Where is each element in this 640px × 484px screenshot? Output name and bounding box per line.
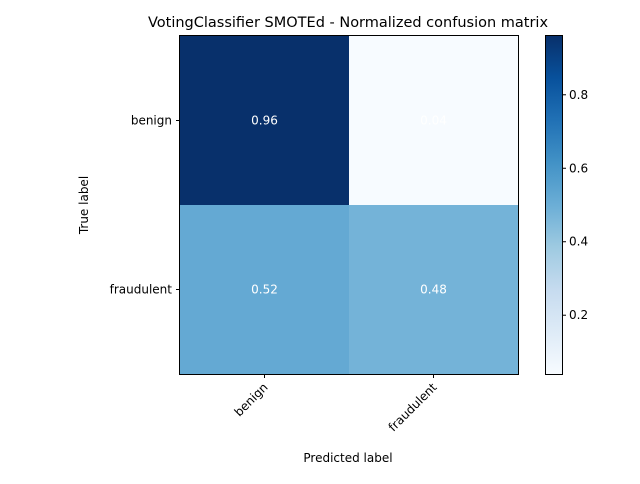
chart-title: VotingClassifier SMOTEd - Normalized con… <box>148 15 548 31</box>
colorbar-frame <box>545 35 563 375</box>
x-axis-ticks: benign fraudulent <box>232 374 440 434</box>
heatmap-cell <box>349 36 518 205</box>
colorbar-tick-label: 0.4 <box>569 235 588 249</box>
colorbar-tick-label: 0.6 <box>569 161 588 175</box>
x-axis-label: Predicted label <box>303 451 392 465</box>
colorbar-tick-label: 0.2 <box>569 308 588 322</box>
y-tick-label: fraudulent <box>110 283 173 297</box>
colorbar-tick-label: 0.8 <box>569 88 588 102</box>
heatmap-cell <box>180 36 349 205</box>
cell-value-label: 0.52 <box>251 283 278 297</box>
y-tick-label: benign <box>131 114 172 128</box>
heatmap-cell-labels: 0.96 0.04 0.52 0.48 <box>251 114 447 297</box>
cell-value-label: 0.48 <box>420 283 447 297</box>
heatmap-cell <box>349 205 518 374</box>
x-tick-label: benign <box>232 380 271 419</box>
heatmap-cells <box>180 36 518 374</box>
heatmap-cell <box>180 205 349 374</box>
y-axis-ticks: benign fraudulent <box>110 114 180 297</box>
colorbar-ticks: 0.2 0.4 0.6 0.8 <box>562 88 588 322</box>
cell-value-label: 0.96 <box>251 114 278 128</box>
x-tick-label: fraudulent <box>386 380 440 434</box>
y-axis-label: True label <box>77 176 91 235</box>
plot-frame <box>179 35 519 375</box>
cell-value-label: 0.04 <box>420 114 447 128</box>
colorbar <box>546 36 562 374</box>
